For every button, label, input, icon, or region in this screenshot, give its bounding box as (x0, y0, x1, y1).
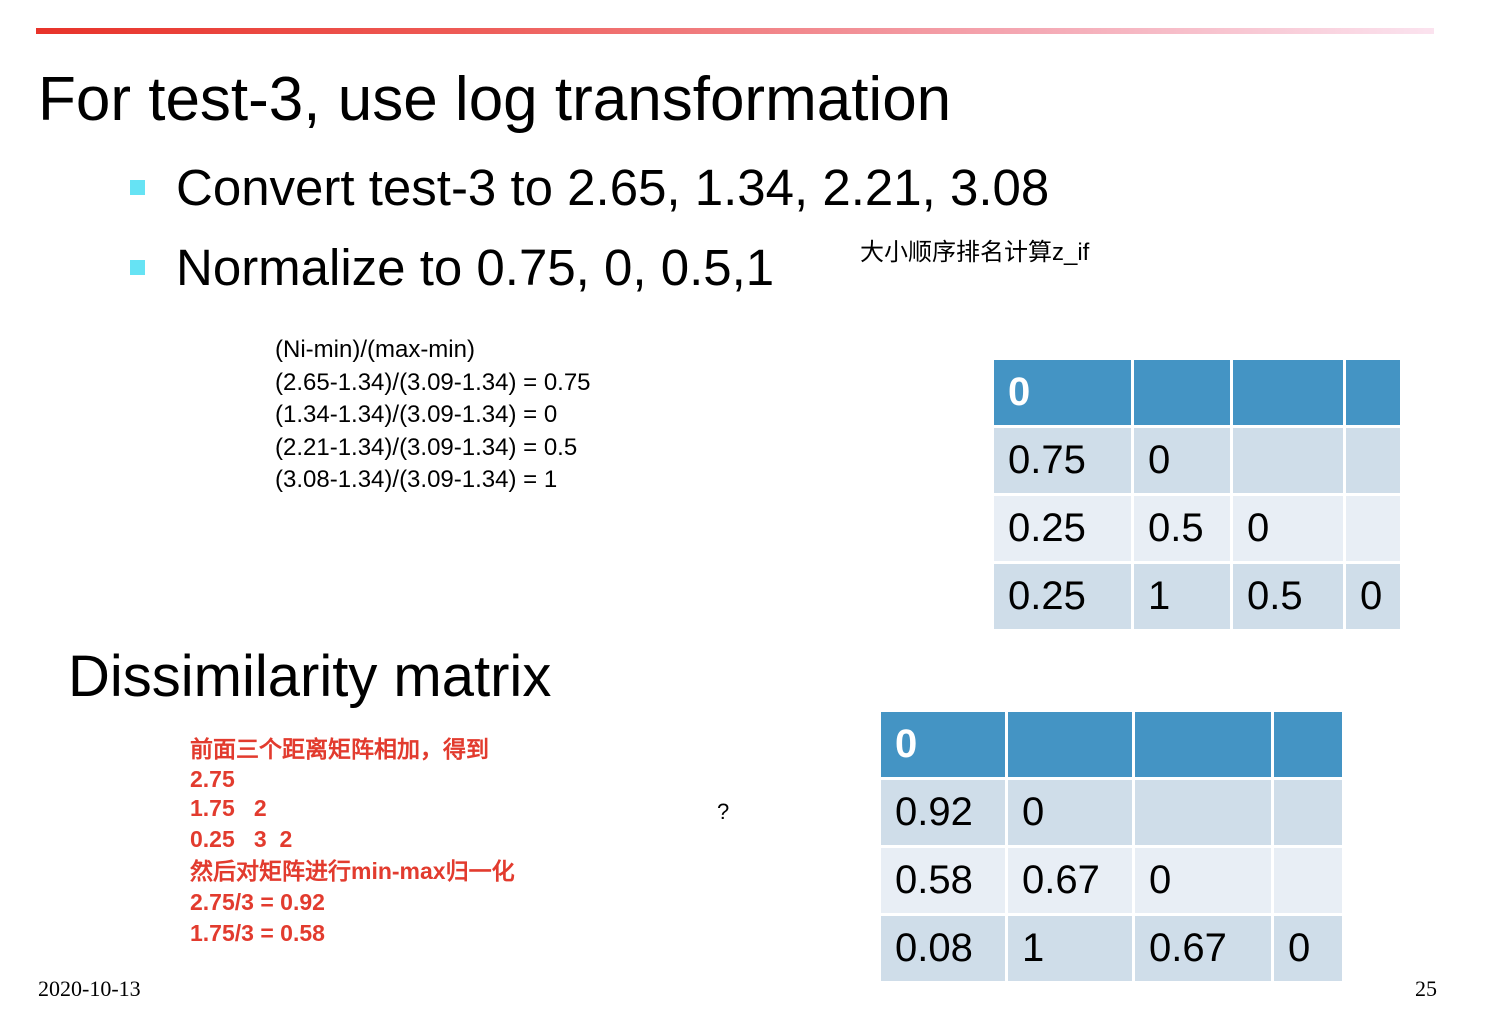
matrix-cell: 0.58 (881, 848, 1005, 913)
matrix-cell: 0.08 (881, 916, 1005, 981)
matrix-cell: 0.67 (1008, 848, 1132, 913)
matrix-cell (1233, 360, 1343, 425)
summation-notes: 前面三个距离矩阵相加，得到 2.75 1.75 2 0.25 3 2 然后对矩阵… (190, 734, 515, 949)
top-accent-bar (36, 28, 1434, 34)
matrix-cell: 0 (1346, 564, 1400, 629)
matrix-header-row: 0 (994, 360, 1400, 425)
note-line: 前面三个距离矩阵相加，得到 (190, 736, 489, 762)
matrix-cell (1008, 712, 1132, 777)
matrix-cell: 1 (1008, 916, 1132, 981)
matrix-cell: 0 (1008, 780, 1132, 845)
page-number: 25 (1415, 976, 1437, 1001)
matrix-cell: 0.5 (1233, 564, 1343, 629)
matrix-cell (1135, 712, 1271, 777)
matrix-cell: 0.75 (994, 428, 1131, 493)
note-line: 然后对矩阵进行min-max归一化 (190, 858, 515, 884)
matrix-cell: 0.67 (1135, 916, 1271, 981)
matrix-cell: 0.25 (994, 564, 1131, 629)
combined-dissimilarity-matrix: 0 0.92 0 0.58 0.67 0 0.08 1 0.67 0 (878, 709, 1345, 984)
matrix-cell: 0 (1135, 848, 1271, 913)
matrix-cell (1274, 780, 1342, 845)
matrix-cell (1274, 712, 1342, 777)
matrix-cell: 0 (994, 360, 1131, 425)
question-mark: ? (717, 799, 730, 824)
matrix-row: 0.92 0 (881, 780, 1342, 845)
formula-line: (2.65-1.34)/(3.09-1.34) = 0.75 (275, 368, 591, 396)
note-line: 2.75 (190, 766, 235, 792)
matrix-cell: 0 (1233, 496, 1343, 561)
footer-date: 2020-10-13 (38, 976, 141, 1001)
matrix-cell: 1 (1134, 564, 1230, 629)
matrix-row: 0.25 0.5 0 (994, 496, 1400, 561)
matrix-row: 0.58 0.67 0 (881, 848, 1342, 913)
formula-line: (3.08-1.34)/(3.09-1.34) = 1 (275, 466, 558, 493)
matrix-row: 0.25 1 0.5 0 (994, 564, 1400, 629)
matrix-cell (1134, 360, 1230, 425)
matrix-cell (1135, 780, 1271, 845)
bullet-square-icon (130, 260, 145, 275)
formula-line: (Ni-min)/(max-min) (275, 336, 475, 363)
formula-line: (1.34-1.34)/(3.09-1.34) = 0 (275, 401, 558, 428)
matrix-cell: 0 (881, 712, 1005, 777)
note-line: 1.75/3 = 0.58 (190, 920, 325, 946)
matrix-cell: 0 (1134, 428, 1230, 493)
note-line: 2.75/3 = 0.92 (190, 889, 325, 915)
matrix-cell (1233, 428, 1343, 493)
matrix-cell: 0 (1274, 916, 1342, 981)
matrix-cell (1346, 428, 1400, 493)
test3-distance-matrix: 0 0.75 0 0.25 0.5 0 0.25 1 0.5 0 (991, 357, 1403, 632)
matrix-row: 0.75 0 (994, 428, 1400, 493)
formula-line: (2.21-1.34)/(3.09-1.34) = 0.5 (275, 433, 578, 461)
bullet-square-icon (130, 180, 145, 195)
dissimilarity-heading: Dissimilarity matrix (68, 644, 552, 709)
slide-title: For test-3, use log transformation (38, 65, 952, 134)
matrix-cell (1346, 360, 1400, 425)
bullet-text: Convert test-3 to 2.65, 1.34, 2.21, 3.08 (176, 159, 1050, 216)
normalization-formula: (Ni-min)/(max-min) (2.65-1.34)/(3.09-1.3… (275, 334, 591, 497)
matrix-cell: 0.92 (881, 780, 1005, 845)
matrix-header-row: 0 (881, 712, 1342, 777)
matrix-cell: 0.5 (1134, 496, 1230, 561)
matrix-cell (1274, 848, 1342, 913)
note-line: 0.25 3 2 (190, 826, 293, 852)
matrix-cell (1346, 496, 1400, 561)
matrix-row: 0.08 1 0.67 0 (881, 916, 1342, 981)
matrix-cell: 0.25 (994, 496, 1131, 561)
note-line: 1.75 2 (190, 795, 267, 821)
bullet-text: Normalize to 0.75, 0, 0.5,1 (176, 239, 775, 296)
ranking-note: 大小顺序排名计算z_if (860, 239, 1090, 266)
